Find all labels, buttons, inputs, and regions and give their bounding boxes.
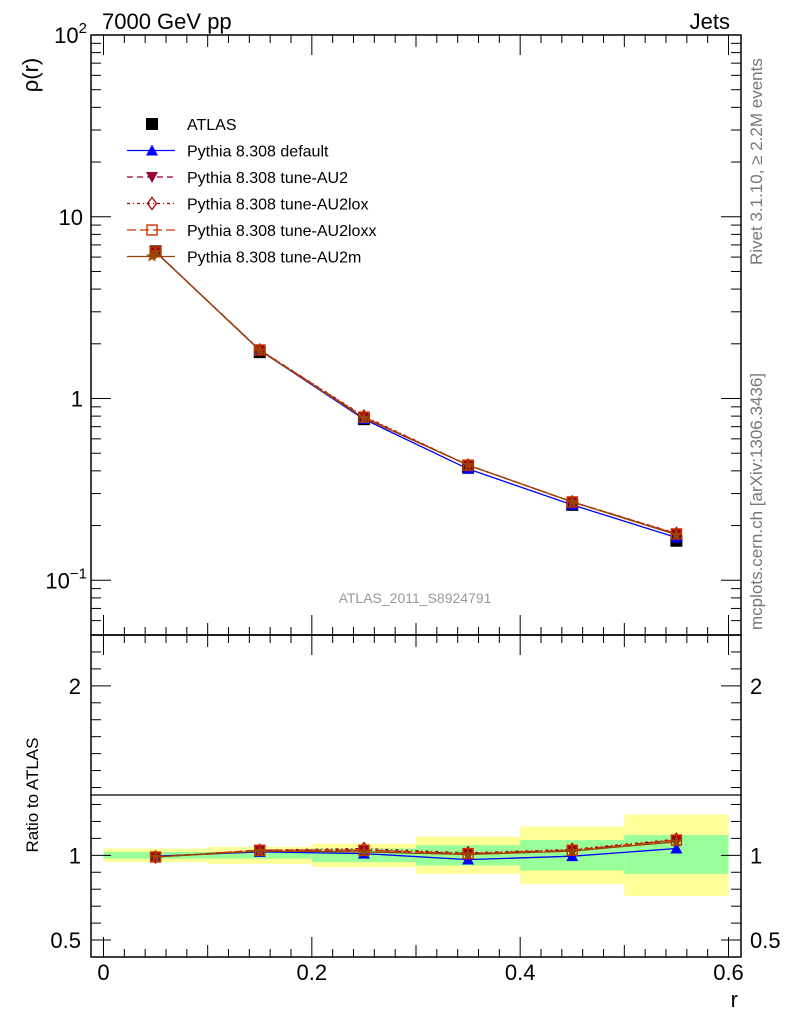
ratio-point-pythia-8-308-default [670,842,683,854]
ratio-frame [90,634,742,958]
series-line-pythia-8-308-tune-au2loxx [155,251,677,535]
data-point-pythia-8-308-tune-au2m [461,458,475,471]
data-point-pythia-8-308-tune-au2m [149,245,162,258]
y-tick-label: 10−1 [45,565,87,593]
x-tick-label: 0.6 [713,960,744,985]
ratio-line-pythia-8-308-tune-au2loxx [155,839,677,858]
header-right: Jets [690,9,730,34]
series-line-pythia-8-308-default [155,251,677,539]
ratio-point-pythia-8-308-tune-au2m [253,844,266,857]
data-point-pythia-8-308-tune-au2m [357,411,371,424]
y-tick-label: 10 [59,205,83,230]
x-tick-label: 0 [97,960,109,985]
ratio-panel: 0 0.2 0.4 0.60.5 0.51 12 2 Ratio to ATLAS r [23,634,781,1012]
legend-label-pythia-8-308-tune-au2m: Pythia 8.308 tune-AU2m [187,250,361,267]
ratio-y-tick-label-right: 2 [750,674,762,699]
ratio-y-label: Ratio to ATLAS [23,738,42,853]
legend-marker-pythia-8-308-tune-au2m [145,250,159,262]
series-line-pythia-8-308-tune-au2lox [155,251,677,535]
ratio-y-tick-label: 2 [69,674,81,699]
legend-marker-atlas [146,118,158,130]
x-axis-label: r [731,987,738,1012]
legend-marker-pythia-8-308-tune-au2loxx [146,224,158,236]
ratio-y-tick-label-right: 1 [750,843,762,868]
legend-label-pythia-8-308-tune-au2loxx: Pythia 8.308 tune-AU2loxx [187,223,376,240]
ratio-point-pythia-8-308-tune-au2m [670,835,683,847]
rivet-info: Rivet 3.1.10, ≥ 2.2M events [747,58,766,265]
data-point-pythia-8-308-tune-au2m [253,343,266,356]
legend: ATLAS Pythia 8.308 default Pythia 8.308 tu… [127,117,376,267]
main-panel: 102 10 1 10−1 ρ(r) ATLAS_2011_S8924791 ATLA… [18,20,742,636]
header-left: 7000 GeV pp [102,9,232,34]
ratio-point-pythia-8-308-tune-au2m [357,845,371,858]
ratio-point-pythia-8-308-tune-au2m [149,850,162,863]
ratio-y-tick-label: 0.5 [50,928,81,953]
data-point-pythia-8-308-tune-au2m [670,528,683,540]
source-info: mcplots.cern.ch [arXiv:1306.3436] [747,373,766,630]
ratio-y-tick-label-right: 0.5 [750,928,781,953]
legend-marker-pythia-8-308-default [146,144,158,156]
legend-marker-pythia-8-308-tune-au2 [146,172,158,183]
legend-label-atlas: ATLAS [187,117,237,134]
ratio-point-pythia-8-308-tune-au2m [461,848,475,860]
ratio-point-pythia-8-308-tune-au2m [566,844,579,857]
ratio-y-tick-label: 1 [69,843,81,868]
legend-marker-pythia-8-308-tune-au2lox [146,196,158,211]
legend-label-pythia-8-308-tune-au2lox: Pythia 8.308 tune-AU2lox [187,197,368,214]
y-tick-label: 1 [71,387,83,412]
main-y-label: ρ(r) [18,58,43,93]
legend-label-pythia-8-308-tune-au2: Pythia 8.308 tune-AU2 [187,170,348,187]
legend-label-pythia-8-308-default: Pythia 8.308 default [187,144,329,161]
series-line-pythia-8-308-tune-au2 [155,251,677,535]
analysis-watermark: ATLAS_2011_S8924791 [339,590,492,606]
x-tick-label: 0.2 [297,960,328,985]
ratio-point-pythia-8-308-tune-au2lox [254,843,266,858]
ratio-line-pythia-8-308-tune-au2lox [155,838,677,858]
data-point-pythia-8-308-tune-au2m [566,495,579,508]
series-line-pythia-8-308-tune-au2m [155,251,677,536]
ratio-line-pythia-8-308-tune-au2m [155,841,677,858]
y-tick-label: 102 [54,20,87,48]
x-tick-label: 0.4 [505,960,536,985]
